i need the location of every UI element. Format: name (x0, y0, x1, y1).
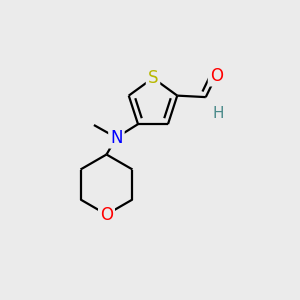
Text: O: O (100, 206, 113, 224)
Text: H: H (212, 106, 224, 121)
Text: S: S (148, 69, 158, 87)
Text: O: O (210, 67, 223, 85)
Text: N: N (110, 129, 123, 147)
